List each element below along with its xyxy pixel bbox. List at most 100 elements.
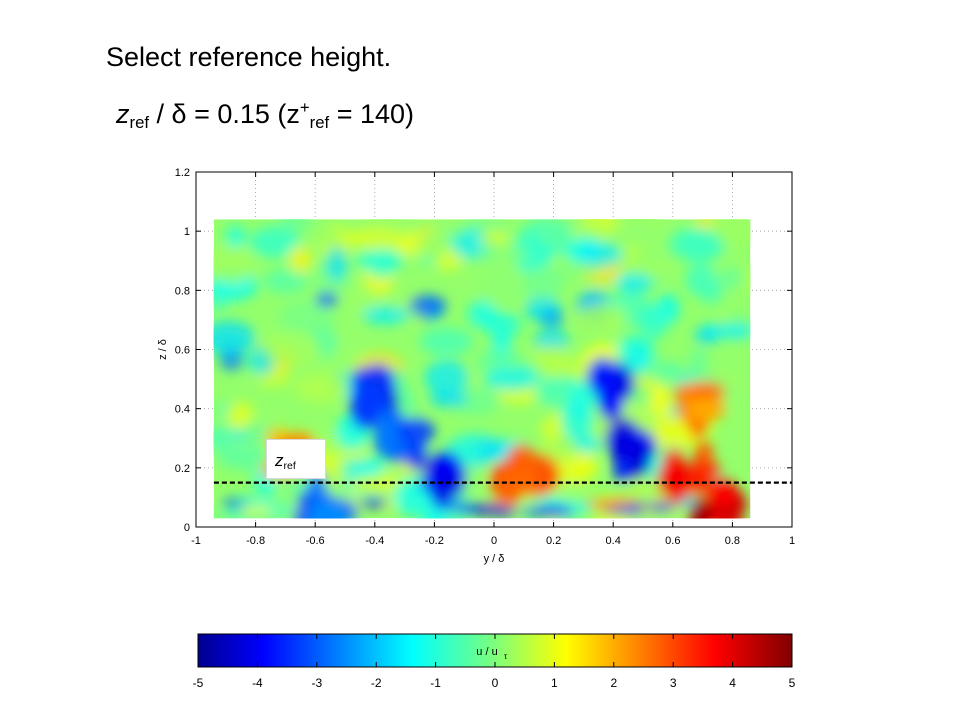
field-cell [361, 306, 410, 325]
field-cell [312, 224, 340, 248]
low-speed-streak [597, 376, 617, 414]
low-speed-streak [374, 410, 399, 451]
y-tick-label: 1 [184, 226, 190, 238]
y-tick-label: 0.2 [175, 463, 190, 475]
colorbar-tick-label: 0 [492, 676, 499, 690]
field-cell [424, 360, 469, 396]
heatmap-plot: -1 -0.8 -0.6 -0.4 -0.2 0 0.2 0.4 0.6 0.8 1 0 0.2 0.4 0… [157, 167, 795, 565]
colorbar-tick-label: 2 [610, 676, 617, 690]
field-cell [293, 371, 349, 400]
field-cell [522, 266, 565, 300]
readout-end: = 140) [329, 99, 415, 130]
x-tick-label: -0.4 [365, 535, 384, 547]
field-cell [278, 299, 335, 337]
x-axis-label: y / δ [484, 553, 505, 565]
wall-cell [270, 499, 295, 510]
field-cell [540, 308, 564, 329]
colorbar-tick-label: 1 [551, 676, 558, 690]
field-cell [289, 245, 312, 274]
field-cell [263, 267, 308, 294]
field-cell [315, 291, 338, 308]
colorbar-tick-label: -3 [311, 676, 322, 690]
field-cell [359, 457, 387, 480]
field-cell [226, 401, 254, 430]
y-tick-label: 0.4 [175, 404, 190, 416]
wall-cell [618, 504, 644, 515]
wall-cell [537, 495, 567, 506]
wall-cell [451, 503, 479, 514]
readout-middle: / δ = 0.15 (z [149, 99, 300, 130]
low-speed-streak [440, 472, 464, 498]
y-tick-label: 1.2 [175, 167, 190, 179]
field-cell [484, 312, 521, 339]
field-cell [249, 226, 302, 259]
y-tick-label: 0.6 [175, 345, 190, 357]
field-cell [615, 335, 655, 369]
colorbar-tick-label: 3 [670, 676, 677, 690]
high-speed-streak [688, 381, 726, 404]
colorbar-tick-label: 4 [729, 676, 736, 690]
field-cell [213, 247, 255, 283]
colorbar: -5 -4 -3 -2 -1 0 1 2 3 4 5 u / u τ [193, 633, 796, 690]
high-speed-streak [656, 461, 692, 498]
colorbar-tick-label: -2 [371, 676, 382, 690]
field-cell [532, 345, 570, 378]
ref-subscript-2: ref [309, 113, 330, 133]
field-cell [213, 320, 255, 355]
low-speed-streak [395, 417, 435, 446]
field-cell [478, 244, 527, 267]
field-cell [699, 276, 724, 305]
x-tick-label: 0.8 [725, 535, 740, 547]
field-cell [333, 334, 365, 367]
high-speed-streak [688, 460, 722, 479]
field-cell [217, 444, 268, 470]
field-cell [614, 219, 666, 231]
x-tick-label: -0.6 [306, 535, 325, 547]
field-cell [614, 272, 653, 294]
field-cell [350, 227, 404, 250]
x-tick-label: 0.2 [546, 535, 561, 547]
field-cell [478, 269, 534, 306]
zref-label: zref [266, 439, 326, 479]
low-speed-streak [607, 435, 634, 458]
x-tick-label: -0.2 [425, 535, 444, 547]
field-cell [278, 219, 315, 230]
field-cell [636, 246, 660, 271]
field-cell [225, 225, 246, 249]
field-cell [553, 263, 600, 278]
wall-cell [647, 502, 676, 513]
x-tick-label: 1 [789, 535, 795, 547]
field-cell [484, 368, 538, 391]
field-cell [687, 348, 709, 376]
colorbar-tick-label: -4 [252, 676, 263, 690]
high-speed-streak [499, 466, 539, 496]
ref-subscript: ref [129, 113, 150, 133]
colorbar-gradient [197, 633, 793, 668]
field-cell [325, 246, 348, 282]
field-cell [348, 283, 377, 314]
field-cell [581, 242, 623, 268]
field-cell [419, 327, 474, 357]
field-cell [668, 227, 722, 262]
field-cell [349, 474, 402, 496]
x-tick-label: -0.8 [246, 535, 265, 547]
field-cell [700, 322, 751, 340]
field-cell [534, 329, 569, 351]
field-cell [480, 230, 508, 246]
colorbar-label: u / u [476, 646, 497, 658]
colorbar-tick-label: -5 [193, 676, 204, 690]
wall-cell [606, 496, 642, 507]
wall-cell [232, 496, 258, 507]
wall-cell [531, 505, 573, 516]
page-title: Select reference height. [106, 42, 392, 72]
colorbar-label-subscript: τ [504, 652, 508, 661]
colorbar-tick-label: 5 [789, 676, 796, 690]
y-tick-label: 0 [184, 522, 190, 534]
z-symbol: z [116, 99, 130, 130]
x-tick-label: 0 [491, 535, 497, 547]
field-structures [213, 219, 751, 519]
zref-sub: ref [283, 460, 296, 473]
x-tick-label: -1 [191, 535, 201, 547]
low-speed-streak [614, 367, 635, 401]
